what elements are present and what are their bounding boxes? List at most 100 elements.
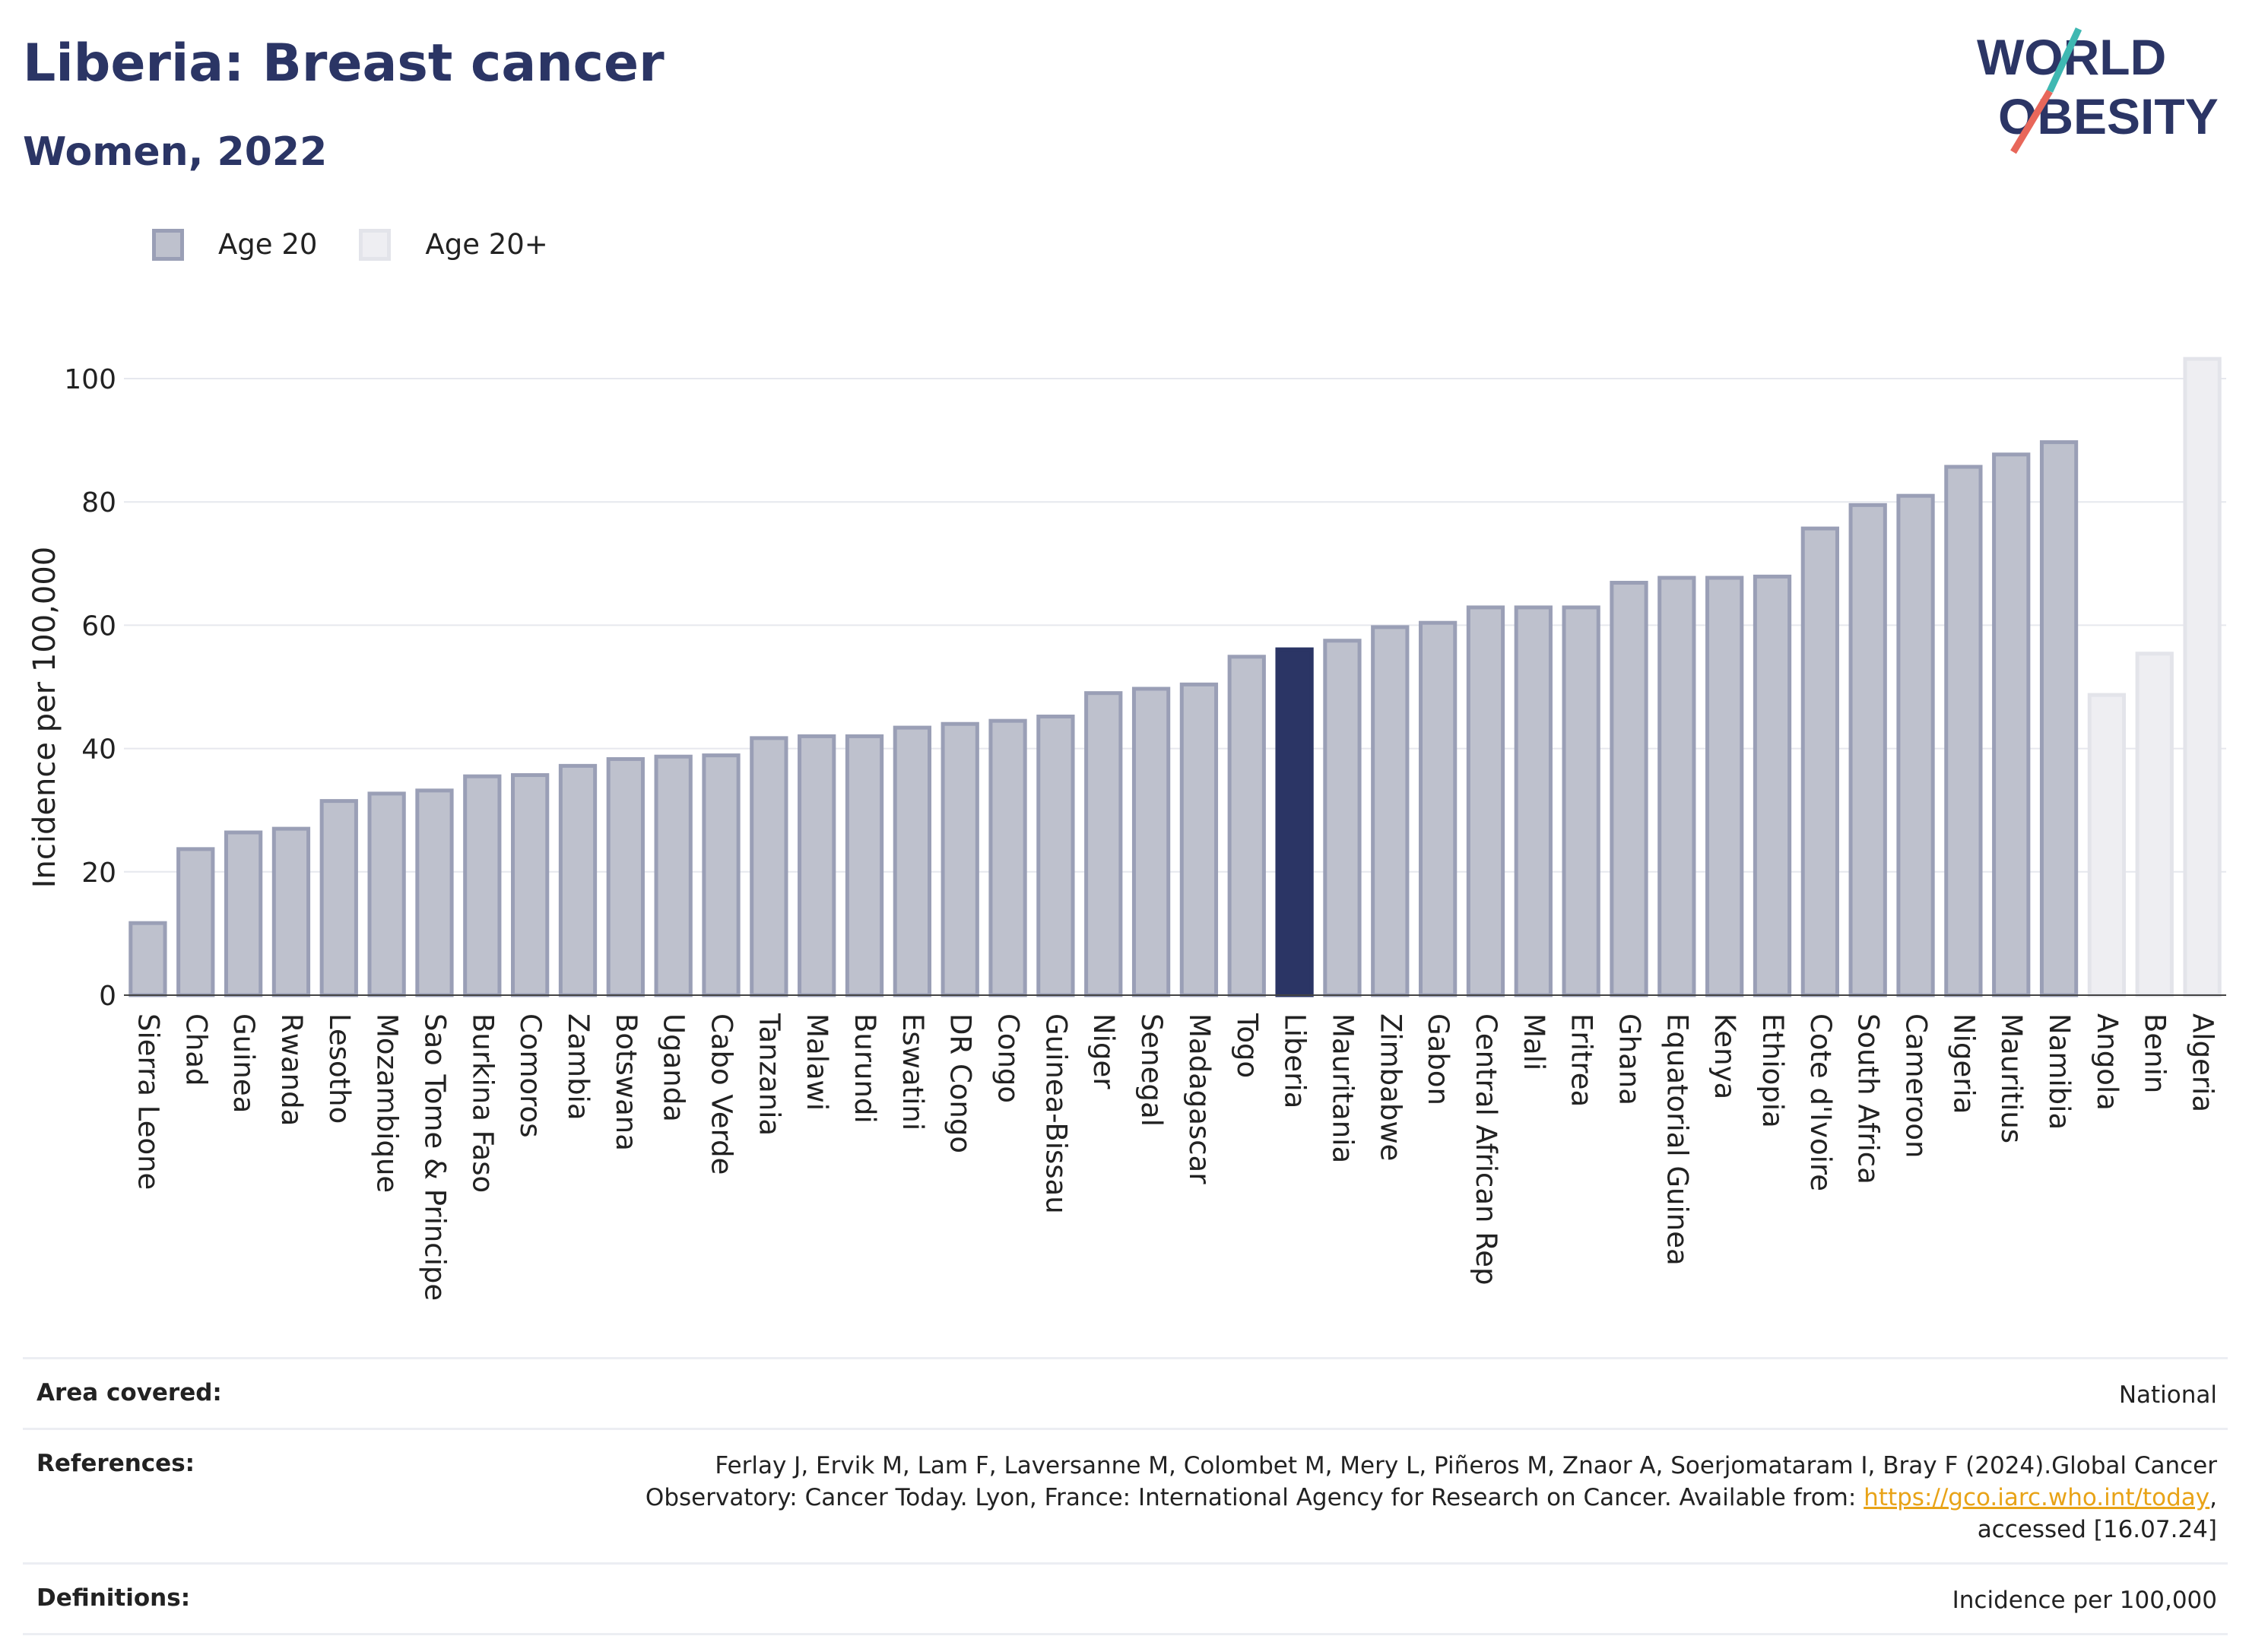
x-tick-label: Gabon — [1422, 1013, 1454, 1105]
bar — [1084, 691, 1123, 997]
x-tick-label: Senegal — [1135, 1013, 1168, 1127]
area-covered-label: Area covered: — [36, 1379, 222, 1406]
legend-item-age20: Age 20 — [152, 228, 317, 261]
x-tick-label: Comoros — [514, 1013, 547, 1137]
x-tick-label: Chad — [179, 1013, 212, 1086]
definitions-label: Definitions: — [36, 1584, 191, 1612]
x-tick-label: Burkina Faso — [466, 1013, 499, 1193]
bar — [1514, 605, 1553, 997]
x-tick-label: Mauritania — [1326, 1013, 1359, 1163]
bar — [1179, 682, 1219, 997]
bar — [1753, 574, 1792, 997]
legend-swatch-age20 — [152, 228, 184, 261]
x-tick-label: Zambia — [562, 1013, 595, 1121]
bar — [1944, 465, 1983, 997]
bar — [606, 756, 645, 997]
bar — [2039, 440, 2079, 997]
x-tick-label: Malawi — [801, 1013, 833, 1111]
x-tick-label: Central African Rep — [1470, 1013, 1502, 1286]
bar — [1610, 581, 1648, 997]
bar — [224, 830, 263, 997]
bar — [463, 774, 502, 997]
footer-row-references: References: Ferlay J, Ervik M, Lam F, La… — [23, 1428, 2228, 1562]
legend-item-age20plus: Age 20+ — [359, 228, 548, 261]
references-value: Ferlay J, Ervik M, Lam F, Laversanne M, … — [646, 1450, 2217, 1546]
y-tick-label: 100 — [64, 364, 116, 395]
x-tick-label: Cote d'Ivoire — [1804, 1013, 1837, 1191]
bar — [1371, 625, 1410, 997]
y-tick-label: 40 — [81, 734, 116, 766]
x-tick-label: Guinea-Bissau — [1039, 1013, 1072, 1214]
x-tick-label: Togo — [1231, 1013, 1264, 1078]
bar — [2087, 693, 2127, 997]
bar — [1657, 576, 1696, 997]
x-tick-label: Niger — [1087, 1013, 1120, 1089]
bar-highlight — [1275, 647, 1314, 997]
x-tick-label: Eswatini — [896, 1013, 929, 1130]
references-line-2: Observatory: Cancer Today. Lyon, France:… — [645, 1484, 1864, 1511]
x-tick-label: Cameroon — [1900, 1013, 1933, 1158]
bar — [1323, 639, 1362, 997]
bar — [1705, 576, 1744, 997]
x-tick-label: Angola — [2091, 1013, 2124, 1111]
bar — [176, 847, 215, 997]
logo-slash-red — [2010, 89, 2053, 154]
x-tick-label: Lesotho — [323, 1013, 356, 1124]
area-covered-value: National — [2118, 1381, 2217, 1409]
x-tick-label: Kenya — [1708, 1013, 1741, 1099]
bar — [558, 763, 598, 997]
bar — [319, 799, 358, 997]
world-obesity-logo: WORLD OBESITY — [1977, 27, 2219, 154]
x-tick-label: Ethiopia — [1756, 1013, 1789, 1128]
legend-label-age20plus: Age 20+ — [425, 228, 548, 261]
bar — [750, 736, 788, 997]
x-tick-label: Madagascar — [1183, 1013, 1216, 1184]
bar — [988, 718, 1027, 997]
x-tick-label: Congo — [992, 1013, 1025, 1103]
bar — [1992, 452, 2031, 997]
x-tick-label: Liberia — [1279, 1013, 1312, 1108]
bar — [1562, 605, 1600, 997]
references-line-3: accessed [16.07.24] — [1977, 1516, 2217, 1543]
bar — [1227, 655, 1266, 997]
logo-slash-teal — [2046, 27, 2082, 93]
y-tick-label: 0 — [99, 981, 116, 1012]
bar — [128, 921, 167, 997]
x-tick-label: Mozambique — [371, 1013, 404, 1193]
x-tick-label: Algeria — [2187, 1013, 2219, 1112]
chart-title: Liberia: Breast cancer — [23, 33, 665, 94]
x-tick-label: Mali — [1518, 1013, 1550, 1070]
y-axis-label: Incidence per 100,000 — [27, 547, 62, 889]
bar — [893, 725, 932, 997]
footer-row-area: Area covered: National — [23, 1357, 2228, 1428]
footer-row-definitions: Definitions: Incidence per 100,000 — [23, 1562, 2228, 1635]
references-line-1: Ferlay J, Ervik M, Lam F, Laversanne M, … — [715, 1452, 2217, 1479]
bar — [2183, 357, 2222, 997]
x-tick-label: Cabo Verde — [706, 1013, 738, 1175]
bar — [415, 788, 454, 997]
x-tick-label: South Africa — [1852, 1013, 1885, 1184]
x-tick-label: Eritrea — [1565, 1013, 1598, 1107]
bar — [2135, 652, 2174, 997]
legend-swatch-age20plus — [359, 228, 392, 261]
x-tick-label: Namibia — [2043, 1013, 2076, 1130]
bar — [1466, 605, 1505, 997]
chart-subtitle: Women, 2022 — [23, 129, 328, 175]
x-tick-label: Tanzania — [753, 1013, 785, 1136]
bar — [1896, 493, 1935, 997]
x-tick-label: Guinea — [227, 1013, 260, 1113]
legend-label-age20: Age 20 — [218, 228, 318, 261]
y-tick-label: 20 — [81, 858, 116, 889]
x-tick-label: Sao Tome & Principe — [418, 1013, 451, 1301]
bar — [1800, 526, 1839, 997]
references-line-2-end: , — [2209, 1484, 2217, 1511]
bar — [1418, 620, 1458, 997]
bar — [1036, 714, 1075, 997]
references-link[interactable]: https://gco.iarc.who.int/today — [1864, 1484, 2210, 1511]
x-tick-label: Ghana — [1613, 1013, 1645, 1105]
definitions-value: Incidence per 100,000 — [1952, 1587, 2217, 1614]
x-tick-label: Zimbabwe — [1374, 1013, 1407, 1161]
bar — [654, 754, 693, 997]
x-tick-label: Equatorial Guinea — [1661, 1013, 1693, 1266]
chart-footer: Area covered: National References: Ferla… — [23, 1357, 2228, 1635]
